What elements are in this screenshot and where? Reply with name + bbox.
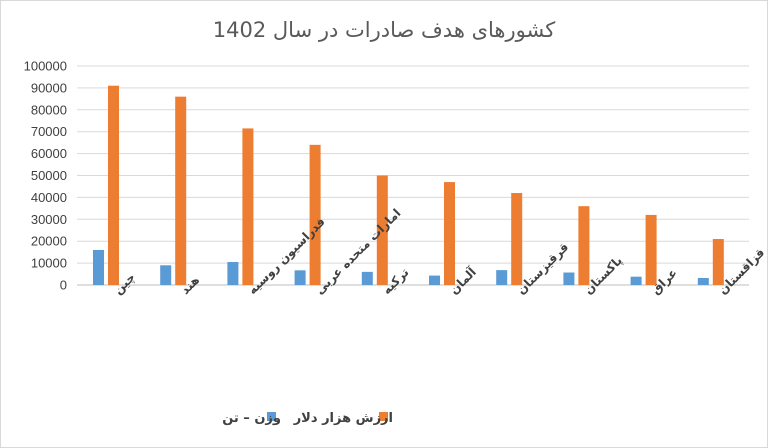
y-tick-label: 20000 [31,234,67,249]
bar-weight-2 [227,262,239,285]
bar-weight-3 [294,270,306,285]
y-tick-label: 100000 [24,59,67,74]
y-tick-label: 80000 [31,102,67,117]
bar-weight-5 [429,275,440,285]
y-tick-label: 70000 [31,124,67,139]
bar-value-8 [645,214,657,285]
bar-weight-6 [496,270,508,285]
bar-weight-1 [160,265,172,285]
legend-label: وزن – تن [222,411,281,426]
bar-value-6 [511,193,523,285]
bar-value-1 [175,96,187,285]
bars [93,85,724,286]
legend-swatch [379,412,388,421]
y-tick-label: 0 [60,278,67,293]
bar-weight-7 [563,272,575,285]
bar-value-9 [712,239,724,285]
y-tick-label: 40000 [31,190,67,205]
legend: وزن – تن ارزش هزار دلار [222,411,393,426]
bar-value-2 [242,128,254,285]
bar-value-5 [444,182,455,285]
bar-value-3 [309,144,321,285]
y-axis-ticks: 0 10000 20000 30000 40000 50000 60000 70000 8000… [24,59,67,293]
bar-weight-0 [93,249,104,285]
legend-swatch [267,412,276,421]
x-category-label: قرقیزستان [514,240,571,297]
chart-title: کشورهای هدف صادرات در سال 1402 [213,18,555,42]
y-tick-label: 30000 [31,212,67,227]
legend-label: ارزش هزار دلار [293,411,393,426]
bar-value-4 [376,175,388,285]
bar-value-7 [578,206,590,285]
y-tick-label: 90000 [31,80,67,95]
y-tick-label: 10000 [31,256,67,271]
bar-weight-8 [630,276,642,285]
gridlines [77,65,749,286]
bar-weight-9 [697,277,709,285]
y-tick-label: 50000 [31,168,67,183]
y-tick-label: 60000 [31,146,67,161]
bar-value-0 [108,85,119,286]
bar-weight-4 [361,271,373,285]
